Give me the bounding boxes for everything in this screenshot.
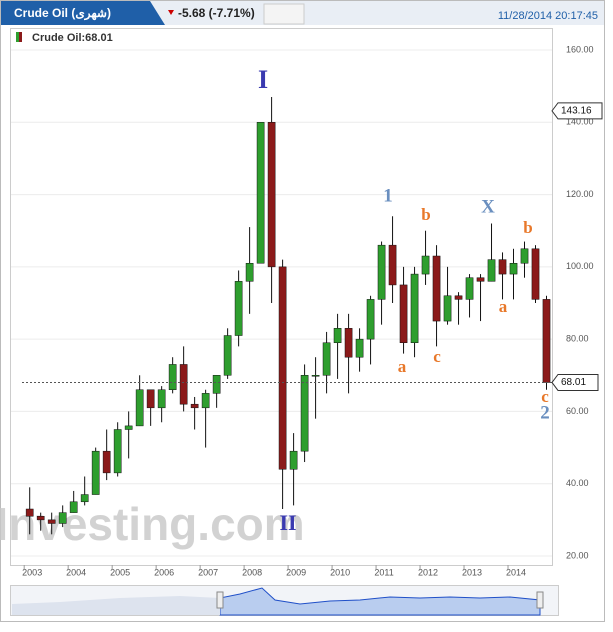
candle-body (410, 273, 419, 344)
x-tick-label: 2012 (418, 567, 438, 577)
x-tick-label: 2005 (110, 567, 130, 577)
wave-label: 2 (540, 402, 550, 423)
y-tick-label: 20.00 (566, 550, 589, 560)
price-flag (551, 373, 599, 391)
x-tick-label: 2010 (330, 567, 350, 577)
candle-body (531, 248, 540, 300)
navigator-area (219, 587, 541, 616)
candle-body (47, 519, 56, 524)
nav-handle[interactable] (216, 591, 224, 609)
wave-label: c (433, 347, 441, 366)
candle-body (421, 255, 430, 275)
y-tick-label: 160.00 (566, 44, 594, 54)
y-tick-label: 80.00 (566, 334, 589, 344)
candle-body (278, 266, 287, 470)
candle-body (234, 281, 243, 336)
candle-body (201, 393, 210, 409)
legend-swatch (16, 32, 19, 42)
candle-body (256, 122, 265, 264)
candle-body (432, 255, 441, 322)
candle-body (344, 328, 353, 358)
x-tick-label: 2007 (198, 567, 218, 577)
x-tick-label: 2009 (286, 567, 306, 577)
candle-body (333, 328, 342, 344)
candle-body (146, 389, 155, 409)
datetime: 11/28/2014 20:17:45 (498, 10, 598, 22)
candle-body (311, 375, 320, 377)
tab[interactable] (1, 1, 165, 25)
candle-body (487, 259, 496, 282)
wave-label: X (481, 196, 495, 217)
wave-label: a (499, 297, 508, 316)
candle-body (509, 262, 518, 275)
candle-body (179, 364, 188, 405)
wave-label: c (541, 387, 549, 406)
wave-label: I (258, 65, 268, 94)
candle-body (476, 277, 485, 282)
candle-body (355, 338, 364, 358)
candle-body (113, 429, 122, 474)
navigator-area-out (12, 596, 220, 615)
tab-title: Crude Oil (شهری) (14, 6, 111, 21)
wave-label: a (398, 357, 407, 376)
x-tick-label: 2003 (22, 567, 42, 577)
candle-body (388, 244, 397, 286)
x-tick-label: 2008 (242, 567, 262, 577)
collapse[interactable] (263, 3, 305, 25)
candle-body (190, 403, 199, 409)
candle-body (443, 295, 452, 322)
wave-label: b (421, 205, 430, 224)
legend: Crude Oil:68.01 (32, 32, 113, 44)
x-tick-label: 2004 (66, 567, 86, 577)
change: -5.68 (-7.71%) (178, 6, 255, 20)
candle-body (157, 389, 166, 409)
down-arrow (168, 10, 174, 15)
x-tick-label: 2014 (506, 567, 526, 577)
candle-body (36, 515, 45, 521)
wave-label: b (523, 218, 532, 237)
x-tick-label: 2011 (374, 567, 393, 577)
wave-label: 1 (383, 185, 393, 206)
candle-body (135, 389, 144, 427)
x-tick-label: 2013 (462, 567, 482, 577)
candle-body (102, 450, 111, 474)
candle-body (212, 375, 221, 394)
candle-body (300, 375, 309, 452)
watermark: Investing.com (0, 498, 305, 550)
y-tick-label: 100.00 (566, 261, 594, 271)
candle-body (454, 295, 463, 300)
candle-body (377, 244, 386, 300)
candle-body (25, 508, 34, 517)
candle-body (69, 501, 78, 513)
legend-swatch (19, 32, 22, 42)
wave-label: II (279, 510, 296, 535)
candle-body (542, 299, 551, 383)
candle-body (498, 259, 507, 275)
nav-handle[interactable] (536, 591, 544, 609)
candle-body (245, 262, 254, 282)
y-tick-label: 140.00 (566, 117, 594, 127)
crosshair-value: 143.16 (561, 106, 592, 117)
candle-body (465, 277, 474, 300)
candle-body (58, 512, 67, 524)
candle-body (520, 248, 529, 264)
candle-body (91, 450, 100, 495)
candle-body (124, 425, 133, 430)
y-tick-label: 40.00 (566, 478, 589, 488)
candle-body (366, 299, 375, 340)
candle-body (80, 494, 89, 503)
last-price: 68.01 (561, 377, 586, 388)
crosshair-flag (551, 102, 603, 120)
x-tick-label: 2006 (154, 567, 174, 577)
candle-body (168, 364, 177, 390)
candle-body (223, 335, 232, 376)
candle-body (399, 284, 408, 344)
y-tick-label: 60.00 (566, 406, 589, 416)
y-tick-label: 120.00 (566, 189, 594, 199)
candle-body (289, 450, 298, 470)
candle-body (267, 122, 276, 268)
candle-body (322, 342, 331, 376)
